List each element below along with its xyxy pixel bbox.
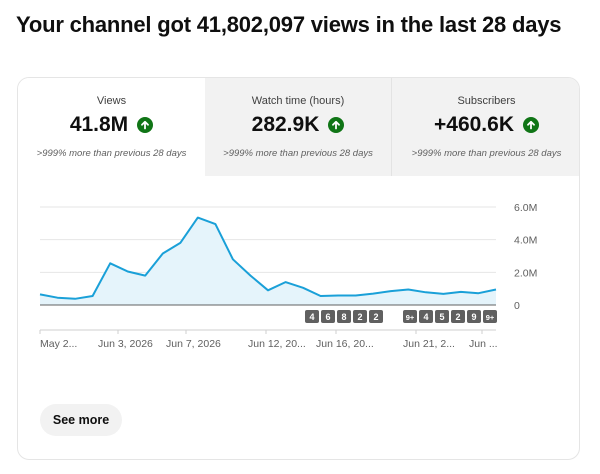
event-marker-label: 9+: [486, 313, 495, 322]
tab-subscribers-value: +460.6K: [434, 113, 514, 136]
event-marker-label: 2: [357, 312, 362, 322]
see-more-button[interactable]: See more: [40, 404, 122, 436]
x-tick-label: Jun 7, 2026: [166, 338, 221, 350]
page-headline: Your channel got 41,802,097 views in the…: [16, 12, 562, 37]
y-tick-label: 4.0M: [514, 235, 537, 247]
y-tick-label: 0: [514, 300, 520, 312]
metric-tabs: Views 41.8M >999% more than previous 28 …: [18, 78, 579, 176]
analytics-card: Views 41.8M >999% more than previous 28 …: [17, 77, 580, 460]
tab-subscribers-comparison: >999% more than previous 28 days: [411, 148, 562, 159]
event-marker: [419, 310, 433, 323]
tab-subscribers-label: Subscribers: [457, 95, 516, 107]
event-marker: [369, 310, 383, 323]
event-marker: [337, 310, 351, 323]
tab-subscribers[interactable]: Subscribers +460.6K >999% more than prev…: [392, 78, 579, 176]
event-marker-label: 4: [423, 312, 428, 322]
tab-watch-time-comparison: >999% more than previous 28 days: [223, 148, 373, 159]
tab-views-comparison: >999% more than previous 28 days: [36, 148, 187, 159]
event-marker: [451, 310, 465, 323]
event-marker: [305, 310, 319, 323]
series-area: [40, 217, 496, 305]
event-marker: [467, 310, 481, 323]
arrow-up-circle-icon: [522, 117, 539, 133]
event-marker-label: 2: [455, 312, 460, 322]
x-tick-label: May 2...: [40, 338, 77, 350]
event-marker: [403, 310, 417, 323]
x-tick-label: Jun 16, 20...: [316, 338, 374, 350]
tab-watch-time[interactable]: Watch time (hours) 282.9K >999% more tha…: [205, 78, 392, 176]
event-marker: [483, 310, 497, 323]
x-tick-label: Jun 3, 2026: [98, 338, 153, 350]
arrow-up-circle-icon: [137, 117, 154, 133]
event-marker: [435, 310, 449, 323]
event-marker-label: 5: [439, 312, 444, 322]
event-marker-label: 2: [373, 312, 378, 322]
x-tick-label: Jun ...: [469, 338, 498, 350]
y-tick-label: 2.0M: [514, 267, 537, 279]
y-tick-label: 6.0M: [514, 202, 537, 214]
event-marker-label: 6: [325, 312, 330, 322]
tab-watch-time-value: 282.9K: [251, 113, 320, 136]
event-marker-label: 9: [471, 312, 476, 322]
event-marker-label: 8: [341, 312, 346, 322]
event-marker-label: 9+: [406, 313, 415, 322]
event-marker-label: 4: [309, 312, 314, 322]
x-tick-label: Jun 12, 20...: [248, 338, 306, 350]
views-chart: 6.0M 4.0M 2.0M 0 4 6 8 2 2 9+ 4 5 2 9 9+ May 2... Jun 3,…: [39, 202, 537, 350]
tab-watch-time-label: Watch time (hours): [251, 95, 345, 107]
tab-views-value: 41.8M: [69, 113, 129, 136]
event-marker: [321, 310, 335, 323]
tab-views[interactable]: Views 41.8M >999% more than previous 28 …: [18, 78, 205, 176]
event-marker: [353, 310, 367, 323]
tab-views-label: Views: [96, 95, 127, 107]
arrow-up-circle-icon: [328, 117, 345, 133]
x-tick-label: Jun 21, 2...: [403, 338, 455, 350]
